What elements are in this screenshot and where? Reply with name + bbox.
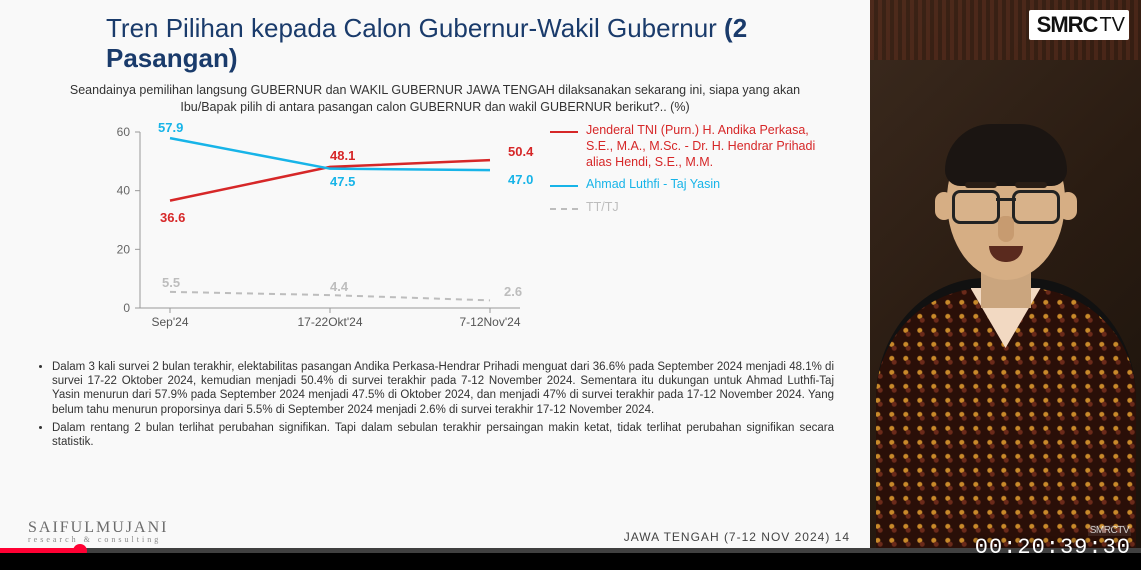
- legend-swatch: [550, 185, 578, 187]
- data-label: 50.4: [508, 144, 533, 159]
- notes-list: Dalam 3 kali survei 2 bulan terakhir, el…: [36, 360, 834, 450]
- data-label: 47.0: [508, 172, 533, 187]
- slide-footer: JAWA TENGAH (7-12 NOV 2024) 14: [624, 530, 850, 544]
- chart-area: 0 20 40 60 Sep'24 17-22Okt'24 7-12Nov'24 Jende…: [100, 122, 850, 350]
- video-frame: Tren Pilihan kepada Calon Gubernur-Wakil…: [0, 0, 1141, 570]
- branding: SAIFULMUJANI research & consulting: [28, 520, 168, 544]
- branding-name: SAIFULMUJANI: [28, 520, 168, 536]
- data-label: 5.5: [162, 275, 180, 290]
- svg-text:17-22Okt'24: 17-22Okt'24: [298, 315, 363, 329]
- note-item: Dalam 3 kali survei 2 bulan terakhir, el…: [52, 360, 834, 418]
- chart-legend: Jenderal TNI (Purn.) H. Andika Perkasa, …: [550, 122, 820, 221]
- legend-item: Ahmad Luthfi - Taj Yasin: [550, 176, 820, 192]
- data-label: 36.6: [160, 210, 185, 225]
- logo-suffix: TV: [1099, 14, 1125, 37]
- svg-text:7-12Nov'24: 7-12Nov'24: [460, 315, 521, 329]
- legend-label: Ahmad Luthfi - Taj Yasin: [586, 176, 820, 192]
- line-chart: 0 20 40 60 Sep'24 17-22Okt'24 7-12Nov'24: [100, 122, 530, 332]
- svg-text:Sep'24: Sep'24: [152, 315, 189, 329]
- presenter-video: [870, 0, 1141, 548]
- svg-text:40: 40: [117, 183, 131, 197]
- svg-text:20: 20: [117, 242, 131, 256]
- data-label: 47.5: [330, 174, 355, 189]
- branding-sub: research & consulting: [28, 536, 168, 544]
- survey-question: Seandainya pemilihan langsung GUBERNUR d…: [55, 82, 815, 116]
- presentation-slide: Tren Pilihan kepada Calon Gubernur-Wakil…: [0, 0, 870, 548]
- presenter-avatar: [886, 108, 1126, 548]
- svg-text:0: 0: [123, 301, 130, 315]
- slide-notes: Dalam 3 kali survei 2 bulan terakhir, el…: [36, 360, 834, 450]
- legend-item: Jenderal TNI (Purn.) H. Andika Perkasa, …: [550, 122, 820, 171]
- slide-title: Tren Pilihan kepada Calon Gubernur-Wakil…: [106, 14, 786, 74]
- note-item: Dalam rentang 2 bulan terlihat perubahan…: [52, 421, 834, 450]
- data-label: 48.1: [330, 148, 355, 163]
- legend-swatch: [550, 131, 578, 133]
- legend-item: TT/TJ: [550, 199, 820, 215]
- svg-text:60: 60: [117, 125, 131, 139]
- logo-main: SMRC: [1037, 12, 1098, 38]
- legend-label: Jenderal TNI (Purn.) H. Andika Perkasa, …: [586, 122, 820, 171]
- channel-logo: SMRCTV: [1029, 10, 1129, 40]
- legend-swatch: [550, 208, 578, 210]
- legend-label: TT/TJ: [586, 199, 820, 215]
- data-label: 57.9: [158, 120, 183, 135]
- player-bottom-bar: [0, 553, 1141, 570]
- slide-title-prefix: Tren Pilihan kepada Calon Gubernur-Wakil…: [106, 13, 724, 43]
- data-label: 2.6: [504, 284, 522, 299]
- data-label: 4.4: [330, 279, 348, 294]
